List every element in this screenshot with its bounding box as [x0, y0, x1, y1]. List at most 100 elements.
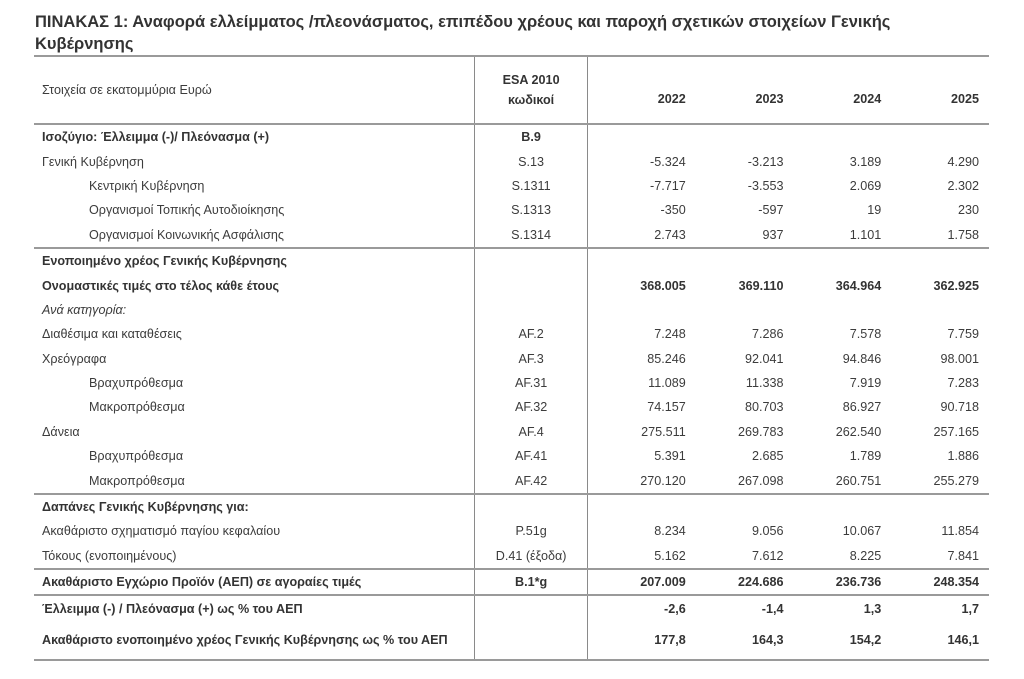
row-values: -5.324 -3.213 3.189 4.290 [588, 155, 989, 169]
table-row: Ακαθάριστο ενοποιημένο χρέος Γενικής Κυβ… [34, 620, 989, 659]
row-value: 7.919 [849, 376, 882, 391]
header-code-line1: ESA 2010 [502, 73, 560, 87]
row-value: -3.213 [747, 154, 784, 169]
row-value: 230 [957, 203, 979, 218]
table-row: Δάνεια AF.4 275.511 269.783 262.540 257.165 [34, 419, 989, 445]
row-label: Ενοποιημένο χρέος Γενικής Κυβέρνησης [34, 248, 476, 274]
row-value: 7.578 [849, 327, 882, 342]
row-value: 7.286 [751, 327, 784, 342]
row-code [475, 494, 588, 520]
row-label: Δαπάνες Γενικής Κυβέρνησης για: [34, 494, 476, 520]
row-code: AF.41 [475, 444, 588, 469]
row-values: -7.717 -3.553 2.069 2.302 [588, 179, 989, 193]
row-value: 11.854 [941, 524, 979, 539]
table-section: Ισοζύγιο: Έλλειμμα (-)/ Πλεόνασμα (+) B.9… [34, 123, 989, 247]
row-value: 7.841 [947, 548, 979, 563]
row-values: 207.009 224.686 236.736 248.354 [588, 575, 989, 589]
row-value: 362.925 [933, 278, 979, 293]
row-value: 7.759 [947, 327, 979, 342]
row-label: Ισοζύγιο: Έλλειμμα (-)/ Πλεόνασμα (+) [34, 125, 476, 150]
header-code-line2: κωδικοί [508, 93, 555, 107]
row-value: -350 [660, 203, 686, 218]
header-year: 2022 [657, 92, 686, 106]
table-row: Έλλειμμα (-) / Πλεόνασμα (+) ως % του ΑΕ… [34, 596, 989, 621]
table-section: Έλλειμμα (-) / Πλεόνασμα (+) ως % του ΑΕ… [34, 594, 989, 659]
row-code: B.1*g [475, 570, 588, 595]
row-value: 86.927 [842, 400, 882, 415]
row-code: AF.31 [475, 370, 588, 396]
row-label: Ακαθάριστο σχηματισμό παγίου κεφαλαίου [34, 519, 476, 544]
row-value: 1.886 [947, 449, 979, 464]
row-values: 85.246 92.041 94.846 98.001 [588, 352, 989, 366]
row-value: 7.283 [947, 376, 979, 391]
row-code: S.1314 [475, 222, 588, 247]
table-row: Δαπάνες Γενικής Κυβέρνησης για: [34, 494, 989, 520]
row-value: 1.101 [849, 227, 882, 242]
row-value: 224.686 [737, 575, 784, 590]
row-values: 5.162 7.612 8.225 7.841 [588, 549, 989, 563]
table-row: Γενική Κυβέρνηση S.13 -5.324 -3.213 3.189 4.2… [34, 149, 989, 174]
row-value: 5.391 [654, 449, 686, 464]
row-code [475, 248, 588, 274]
row-label: Οργανισμοί Κοινωνικής Ασφάλισης [34, 222, 476, 247]
row-label: Δάνεια [34, 419, 476, 445]
row-value: 146,1 [947, 632, 979, 647]
row-code: S.13 [475, 149, 588, 174]
row-label: Ανά κατηγορία: [34, 297, 476, 323]
table-row: Ονομαστικές τιμές στο τέλος κάθε έτους 36… [34, 273, 989, 298]
row-value: 7.612 [751, 548, 784, 563]
row-value: 1,3 [863, 601, 882, 616]
row-value: 270.120 [640, 473, 686, 488]
row-values: 2.743 937 1.101 1.758 [588, 228, 989, 242]
row-label: Οργανισμοί Τοπικής Αυτοδιοίκησης [34, 198, 476, 223]
row-label: Ακαθάριστο Εγχώριο Προϊόν (ΑΕΠ) σε αγορα… [34, 570, 476, 595]
table-row: Ανά κατηγορία: [34, 297, 989, 323]
row-code [475, 620, 588, 659]
row-value: 260.751 [835, 473, 882, 488]
row-value: 2.302 [947, 178, 979, 193]
table-row: Μακροπρόθεσμα AF.32 74.157 80.703 86.927 90.7… [34, 395, 989, 420]
row-value: 257.165 [933, 424, 979, 439]
row-label: Ονομαστικές τιμές στο τέλος κάθε έτους [34, 273, 476, 298]
row-values: -350 -597 19 230 [588, 203, 989, 217]
table-row: Μακροπρόθεσμα AF.42 270.120 267.098 260.751 2… [34, 468, 989, 493]
table-section: Δαπάνες Γενικής Κυβέρνησης για: Ακαθάριστ… [34, 492, 989, 569]
data-table: Στοιχεία σε εκατομμύρια Ευρώ ESA 2010 κω… [34, 55, 989, 661]
row-value: 92.041 [744, 351, 784, 366]
row-value: 937 [762, 227, 784, 242]
row-value: -1,4 [761, 601, 784, 616]
row-value: 1,7 [961, 601, 979, 616]
row-label: Κεντρική Κυβέρνηση [34, 173, 476, 199]
row-code [475, 596, 588, 621]
header-year: 2023 [755, 92, 784, 106]
row-values: 11.089 11.338 7.919 7.283 [588, 376, 989, 390]
table-row: Ακαθάριστο Εγχώριο Προϊόν (ΑΕΠ) σε αγορα… [34, 570, 989, 595]
row-value: 10.067 [842, 524, 882, 539]
row-code: D.41 (έξοδα) [475, 543, 588, 569]
row-label: Χρεόγραφα [34, 346, 476, 371]
row-value: -597 [758, 203, 784, 218]
table-row: Χρεόγραφα AF.3 85.246 92.041 94.846 98.001 [34, 346, 989, 371]
row-code: S.1313 [475, 198, 588, 223]
row-value: 1.789 [849, 449, 882, 464]
table-row: Ισοζύγιο: Έλλειμμα (-)/ Πλεόνασμα (+) B.9 [34, 125, 989, 150]
row-value: -7.717 [650, 178, 686, 193]
row-values: 7.248 7.286 7.578 7.759 [588, 327, 989, 341]
row-value: 262.540 [835, 424, 882, 439]
row-value: 255.279 [933, 473, 979, 488]
row-value: 1.758 [947, 227, 979, 242]
row-code: AF.4 [475, 419, 588, 445]
row-value: 2.743 [654, 227, 686, 242]
row-values: -2,6 -1,4 1,3 1,7 [588, 602, 989, 616]
row-value: -2,6 [664, 601, 686, 616]
row-value: 207.009 [640, 575, 686, 590]
table-row: Ενοποιημένο χρέος Γενικής Κυβέρνησης [34, 248, 989, 274]
row-value: 164,3 [751, 632, 784, 647]
row-label: Γενική Κυβέρνηση [34, 149, 476, 174]
row-value: 90.718 [940, 400, 979, 415]
row-value: 85.246 [647, 351, 686, 366]
row-value: 11.089 [648, 376, 686, 391]
row-values: 5.391 2.685 1.789 1.886 [588, 449, 989, 463]
row-value: 98.001 [940, 351, 979, 366]
row-code: S.1311 [475, 173, 588, 199]
